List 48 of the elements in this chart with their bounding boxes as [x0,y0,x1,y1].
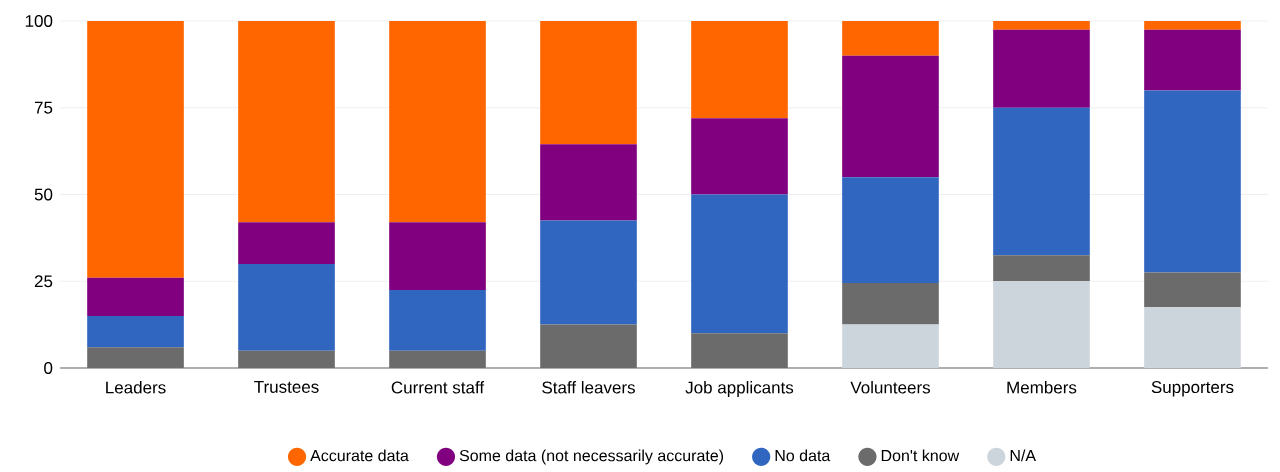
bar [842,177,939,283]
legend-label: Some data (not necessarily accurate) [459,449,724,465]
bar [389,222,486,290]
legend-label: N/A [1010,449,1037,462]
legend-label: Accurate data [310,449,409,462]
y-tick-label: 25 [34,275,53,288]
bar [238,20,335,223]
bar [87,277,184,316]
x-tick-label: Job applicants [685,380,794,397]
bar [993,107,1090,256]
bar [1144,90,1241,273]
bar [842,20,939,56]
bar [87,315,184,348]
bar [842,55,939,178]
legend-label: Don't know [881,449,960,462]
bar [540,220,637,325]
x-tick-label: Members [1007,380,1077,394]
bar [1144,307,1241,368]
bar [691,20,788,119]
y-tick-label: 0 [44,361,53,374]
x-tick-label: Supporters [1151,381,1234,397]
bar [540,144,637,221]
bar [540,20,637,145]
bar [238,222,335,264]
bar [691,194,788,334]
x-tick-label: Current staff [391,381,485,394]
bar [993,20,1090,30]
legend-label: No data [775,449,831,462]
bar [842,324,939,368]
x-tick-label: Staff leavers [542,380,635,394]
bar [1144,29,1241,91]
bar [691,118,788,195]
bar [993,281,1090,368]
bar [1144,20,1241,30]
y-tick-label: 75 [34,101,53,114]
bar [993,29,1090,108]
bar [842,282,939,325]
y-tick-label: 100 [25,14,53,27]
x-tick-label: Leaders [106,380,166,394]
x-tick-label: Trustees [254,381,319,393]
bar [993,255,1090,282]
bar [1144,272,1241,308]
bar [87,20,184,278]
bar [389,20,486,223]
bar [389,289,486,351]
y-tick-label: 50 [34,188,53,201]
x-tick-label: Volunteers [850,380,931,394]
bar [238,263,335,351]
